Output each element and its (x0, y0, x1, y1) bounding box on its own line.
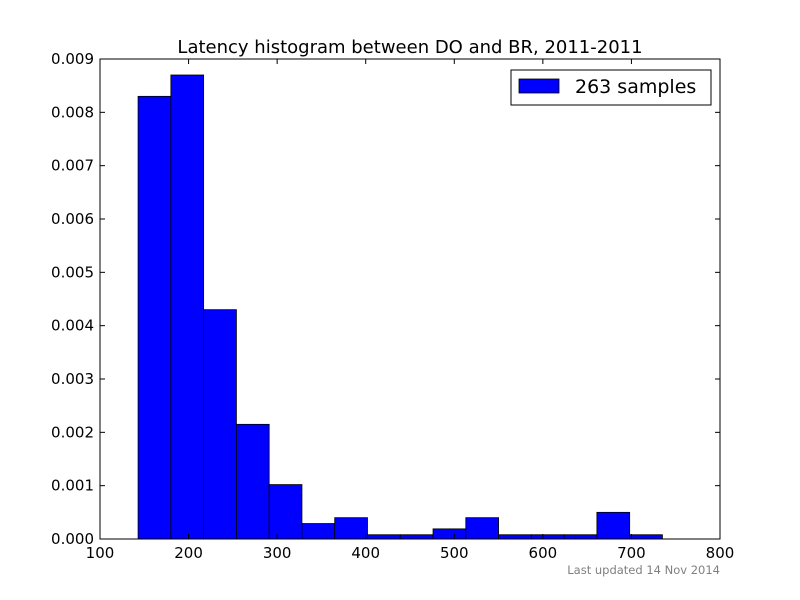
plot-frame (99, 58, 721, 540)
histogram-bar-13 (530, 534, 565, 540)
x-axis-ticks: 100 200 300 400 500 600 700 800 (86, 59, 735, 562)
histogram-bar-5 (268, 484, 303, 540)
histogram-bar-11 (465, 517, 499, 540)
histogram-bar-8 (367, 534, 401, 540)
legend-swatch (518, 78, 560, 94)
y-tick-label: 0.008 (51, 103, 94, 121)
histogram-bar-9 (399, 534, 434, 540)
y-tick-label: 0.000 (51, 530, 94, 548)
x-tick-label: 600 (529, 544, 558, 562)
x-tick-label: 700 (617, 544, 646, 562)
x-tick-label: 500 (440, 544, 469, 562)
histogram-bar-12 (498, 534, 532, 540)
chart-title: Latency histogram between DO and BR, 201… (177, 37, 642, 58)
x-tick-label: 100 (86, 544, 115, 562)
y-tick-label: 0.003 (51, 370, 94, 388)
legend-label: 263 samples (575, 76, 696, 98)
x-tick-label: 200 (174, 544, 203, 562)
bars-group (137, 74, 663, 540)
y-tick-label: 0.001 (51, 477, 94, 495)
histogram-bar-10 (432, 528, 467, 540)
histogram-bar-6 (301, 523, 336, 540)
histogram-bar-2 (170, 74, 205, 540)
x-tick-label: 800 (706, 544, 735, 562)
y-tick-label: 0.002 (51, 423, 94, 441)
histogram-bar-4 (235, 423, 270, 540)
histogram-bar-14 (563, 534, 598, 540)
histogram-bar-7 (334, 517, 368, 540)
y-tick-label: 0.007 (51, 157, 94, 175)
y-tick-label: 0.004 (51, 317, 94, 335)
y-tick-label: 0.006 (51, 210, 94, 228)
histogram-bar-16 (629, 534, 663, 540)
histogram-bar-1 (137, 95, 172, 540)
histogram-bar-3 (203, 309, 237, 540)
y-tick-label: 0.005 (51, 263, 94, 281)
y-tick-label: 0.009 (51, 50, 94, 68)
last-updated-note: Last updated 14 Nov 2014 (567, 563, 720, 577)
legend: 263 samples (510, 69, 712, 106)
x-tick-label: 300 (263, 544, 292, 562)
y-axis-ticks: 0.000 0.001 0.002 0.003 0.004 0.005 0.006 0.007… (51, 50, 720, 548)
histogram-bar-15 (596, 511, 631, 540)
x-tick-label: 400 (351, 544, 380, 562)
